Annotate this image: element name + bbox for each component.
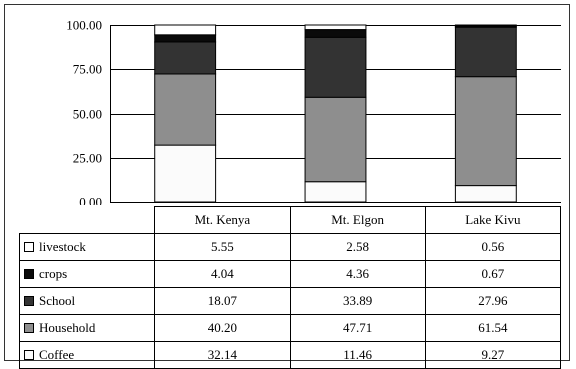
data-label: 0.67 xyxy=(424,260,562,288)
data-label: 2.58 xyxy=(289,233,426,261)
bar-segment-school-2 xyxy=(304,36,367,98)
series-legend-cell: Coffee xyxy=(18,341,156,369)
bar-segment-crops-2 xyxy=(304,29,367,38)
chart-frame: 0.00 25.00 50.00 75.00 100.00 Mt. Kenya Mt. E… xyxy=(4,4,570,369)
y-tick-label: 25.00 xyxy=(73,151,102,166)
y-tick-label: 50.00 xyxy=(73,107,102,122)
series-label: crops xyxy=(39,266,68,281)
series-label: Coffee xyxy=(39,347,75,362)
legend-swatch xyxy=(24,296,34,307)
table-row: crops 4.04 4.36 0.67 xyxy=(18,260,562,288)
data-label: 27.96 xyxy=(424,287,562,315)
series-legend-cell: School xyxy=(18,287,156,315)
series-label: livestock xyxy=(39,239,86,254)
legend-swatch xyxy=(24,350,34,361)
bar-segment-coffee-1 xyxy=(154,144,217,203)
bar-segment-school-1 xyxy=(154,41,217,75)
stacked-bar-chart: 0.00 25.00 50.00 75.00 100.00 xyxy=(66,18,561,206)
bar-segment-livestock-2 xyxy=(304,24,367,31)
axes xyxy=(110,25,561,203)
table-row: School 18.07 33.89 27.96 xyxy=(18,287,562,315)
data-label: 61.54 xyxy=(424,314,562,342)
bar-segment-livestock-1 xyxy=(154,24,217,36)
data-label: 11.46 xyxy=(289,341,426,369)
table-corner-cell xyxy=(19,206,156,234)
category-header: Mt. Elgon xyxy=(289,206,426,234)
data-label: 33.89 xyxy=(289,287,426,315)
data-table: Mt. Kenya Mt. Elgon Lake Kivu livestock 5.5… xyxy=(18,206,562,369)
data-label: 0.56 xyxy=(424,233,562,261)
series-legend-cell: Household xyxy=(18,314,156,342)
bar-segment-livestock-3 xyxy=(454,24,517,27)
series-label: Household xyxy=(39,320,96,335)
series-legend-cell: livestock xyxy=(18,233,156,261)
data-label: 5.55 xyxy=(154,233,291,261)
legend-swatch xyxy=(24,323,34,334)
y-tick-label: 75.00 xyxy=(73,62,102,77)
bar-segment-coffee-3 xyxy=(454,185,517,203)
data-label: 4.04 xyxy=(154,260,291,288)
series-legend-cell: crops xyxy=(18,260,156,288)
data-label: 18.07 xyxy=(154,287,291,315)
table-header-row: Mt. Kenya Mt. Elgon Lake Kivu xyxy=(19,206,562,234)
legend-swatch xyxy=(24,269,34,280)
bars xyxy=(154,24,517,203)
table-body: livestock 5.55 2.58 0.56 crops 4.04 4.36 0.67 Sc… xyxy=(18,233,562,369)
table-row: Household 40.20 47.71 61.54 xyxy=(18,314,562,342)
bar-segment-household-3 xyxy=(454,76,517,187)
data-label: 47.71 xyxy=(289,314,426,342)
legend-swatch xyxy=(24,242,34,253)
series-label: School xyxy=(39,293,76,308)
bar-segment-household-1 xyxy=(154,73,217,146)
y-tick-label: 100.00 xyxy=(66,18,102,33)
data-label: 32.14 xyxy=(154,341,291,369)
table-row: Coffee 32.14 11.46 9.27 xyxy=(18,341,562,369)
data-label: 9.27 xyxy=(424,341,562,369)
bar-segment-school-3 xyxy=(454,26,517,78)
y-tick-label: 0.00 xyxy=(79,195,102,206)
data-label: 40.20 xyxy=(154,314,291,342)
bar-segment-household-2 xyxy=(304,96,367,183)
bar-segment-crops-1 xyxy=(154,34,217,43)
category-header: Lake Kivu xyxy=(424,206,562,234)
table-row: livestock 5.55 2.58 0.56 xyxy=(18,233,562,261)
y-axis-tick-labels: 0.00 25.00 50.00 75.00 100.00 xyxy=(66,18,102,206)
data-label: 4.36 xyxy=(289,260,426,288)
bar-segment-coffee-2 xyxy=(304,181,367,203)
category-header: Mt. Kenya xyxy=(154,206,291,234)
